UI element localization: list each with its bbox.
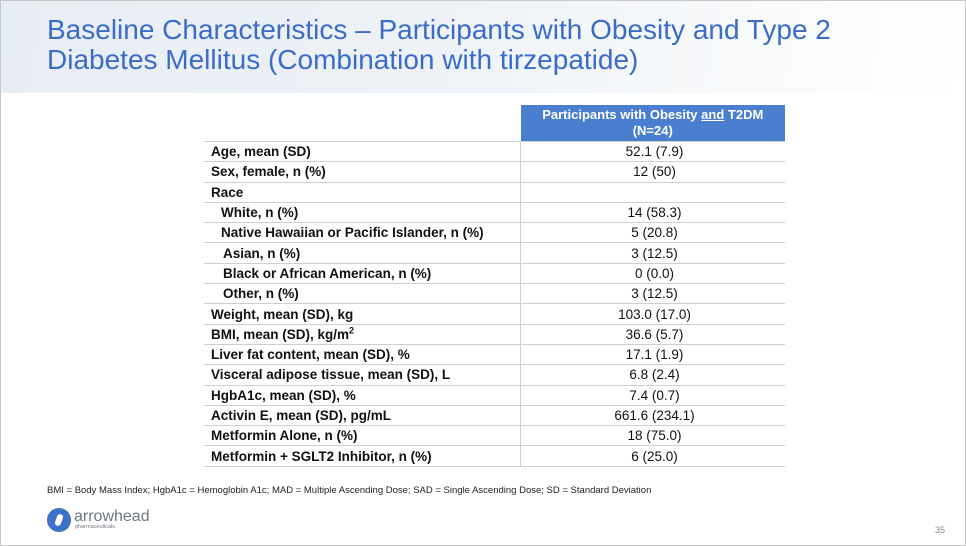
table-header-row: Participants with Obesity and T2DM (N=24…	[204, 105, 785, 142]
row-value: 17.1 (1.9)	[520, 344, 785, 366]
row-value: 661.6 (234.1)	[520, 405, 785, 427]
row-value: 3 (12.5)	[520, 283, 785, 305]
header-text-part1: Participants with Obesity	[542, 107, 702, 122]
row-value: 12 (50)	[520, 161, 785, 183]
table-row: White, n (%) 14 (58.3)	[204, 202, 785, 224]
row-value: 6.8 (2.4)	[520, 364, 785, 386]
row-label: BMI, mean (SD), kg/m2	[204, 324, 521, 345]
table-row: Sex, female, n (%) 12 (50)	[204, 161, 785, 183]
row-value: 18 (75.0)	[520, 425, 785, 447]
logo-text: arrowhead pharmaceuticals	[74, 509, 150, 531]
row-label: Sex, female, n (%)	[204, 161, 521, 183]
table-row: Native Hawaiian or Pacific Islander, n (…	[204, 222, 785, 244]
table-row: Liver fat content, mean (SD), % 17.1 (1.…	[204, 344, 785, 366]
table-column-header: Participants with Obesity and T2DM (N=24…	[520, 105, 785, 142]
row-label: Race	[204, 182, 521, 203]
header-text-line2: (N=24)	[632, 123, 673, 138]
table-row: Race	[204, 182, 785, 203]
title-line-1: Baseline Characteristics – Participants …	[47, 14, 831, 45]
company-logo: arrowhead pharmaceuticals	[47, 507, 150, 533]
table-row: BMI, mean (SD), kg/m2 36.6 (5.7)	[204, 324, 785, 345]
row-label: HgbA1c, mean (SD), %	[204, 385, 521, 406]
row-label-superscript: 2	[349, 325, 355, 336]
table-row: Metformin Alone, n (%) 18 (75.0)	[204, 425, 785, 447]
footnote: BMI = Body Mass Index; HgbA1c = Hemoglob…	[47, 485, 652, 496]
table-row: Weight, mean (SD), kg 103.0 (17.0)	[204, 303, 785, 325]
logo-subtitle: pharmaceuticals	[75, 524, 116, 531]
table-row: Asian, n (%) 3 (12.5)	[204, 242, 785, 264]
row-label: Liver fat content, mean (SD), %	[204, 344, 521, 366]
row-value: 0 (0.0)	[520, 263, 785, 285]
header-text-underlined: and	[701, 107, 725, 122]
row-label: Native Hawaiian or Pacific Islander, n (…	[204, 222, 521, 244]
row-label: Weight, mean (SD), kg	[204, 303, 521, 325]
row-value	[520, 182, 785, 203]
row-value: 36.6 (5.7)	[520, 324, 785, 345]
row-label: Black or African American, n (%)	[204, 263, 521, 285]
row-label: Visceral adipose tissue, mean (SD), L	[204, 364, 521, 386]
row-label: Asian, n (%)	[204, 242, 521, 264]
table-row: Activin E, mean (SD), pg/mL 661.6 (234.1…	[204, 405, 785, 427]
title-band	[1, 1, 965, 93]
table-row: Other, n (%) 3 (12.5)	[204, 283, 785, 305]
row-value: 7.4 (0.7)	[520, 385, 785, 406]
row-value: 5 (20.8)	[520, 222, 785, 244]
table-row: HgbA1c, mean (SD), % 7.4 (0.7)	[204, 385, 785, 406]
table-row: Age, mean (SD) 52.1 (7.9)	[204, 140, 785, 163]
table-row: Metformin + SGLT2 Inhibitor, n (%) 6 (25…	[204, 445, 785, 467]
slide-title: Baseline Characteristics – Participants …	[47, 15, 947, 75]
row-value: 14 (58.3)	[520, 202, 785, 224]
row-value: 103.0 (17.0)	[520, 303, 785, 325]
title-line-2: Diabetes Mellitus (Combination with tirz…	[47, 44, 639, 75]
row-label: Other, n (%)	[204, 283, 521, 305]
row-value: 3 (12.5)	[520, 242, 785, 264]
row-label: Activin E, mean (SD), pg/mL	[204, 405, 521, 427]
table-row: Black or African American, n (%) 0 (0.0)	[204, 263, 785, 285]
row-label-text: BMI, mean (SD), kg/m	[211, 326, 350, 342]
page-number: 35	[934, 525, 945, 535]
row-value: 6 (25.0)	[520, 445, 785, 467]
table-row: Visceral adipose tissue, mean (SD), L 6.…	[204, 364, 785, 386]
arrowhead-logo-icon	[47, 508, 71, 532]
header-text-part2: T2DM	[724, 107, 764, 122]
row-label: Metformin Alone, n (%)	[204, 425, 521, 447]
row-value: 52.1 (7.9)	[520, 140, 785, 163]
row-label: Age, mean (SD)	[204, 140, 521, 163]
row-label: White, n (%)	[204, 202, 521, 224]
baseline-table: Participants with Obesity and T2DM (N=24…	[204, 105, 785, 467]
logo-name: arrowhead	[74, 508, 150, 526]
row-label: Metformin + SGLT2 Inhibitor, n (%)	[204, 445, 521, 467]
table-header-empty	[204, 105, 521, 142]
